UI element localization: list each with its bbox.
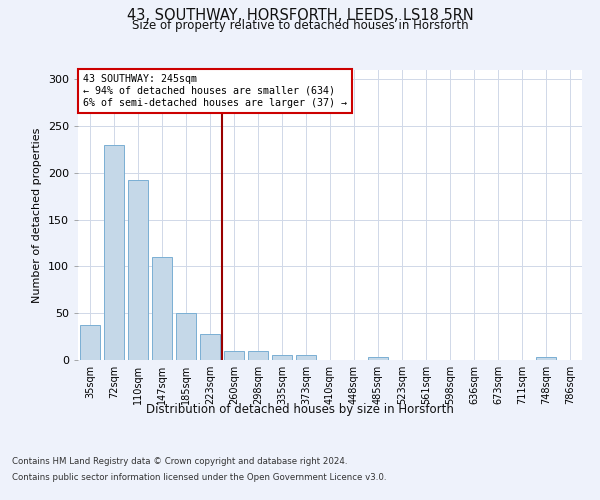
Bar: [128, 180, 148, 360]
Bar: [152, 257, 172, 360]
Bar: [368, 357, 388, 360]
Text: Size of property relative to detached houses in Horsforth: Size of property relative to detached ho…: [131, 19, 469, 32]
Bar: [536, 357, 556, 360]
Text: Contains public sector information licensed under the Open Government Licence v3: Contains public sector information licen…: [12, 472, 386, 482]
Text: Distribution of detached houses by size in Horsforth: Distribution of detached houses by size …: [146, 402, 454, 415]
Bar: [272, 356, 292, 360]
Bar: [200, 334, 220, 360]
Bar: [224, 350, 244, 360]
Bar: [248, 350, 268, 360]
Y-axis label: Number of detached properties: Number of detached properties: [32, 128, 42, 302]
Bar: [296, 356, 316, 360]
Bar: [80, 326, 100, 360]
Text: Contains HM Land Registry data © Crown copyright and database right 2024.: Contains HM Land Registry data © Crown c…: [12, 458, 347, 466]
Bar: [176, 313, 196, 360]
Text: 43 SOUTHWAY: 245sqm
← 94% of detached houses are smaller (634)
6% of semi-detach: 43 SOUTHWAY: 245sqm ← 94% of detached ho…: [83, 74, 347, 108]
Bar: [104, 145, 124, 360]
Text: 43, SOUTHWAY, HORSFORTH, LEEDS, LS18 5RN: 43, SOUTHWAY, HORSFORTH, LEEDS, LS18 5RN: [127, 8, 473, 22]
